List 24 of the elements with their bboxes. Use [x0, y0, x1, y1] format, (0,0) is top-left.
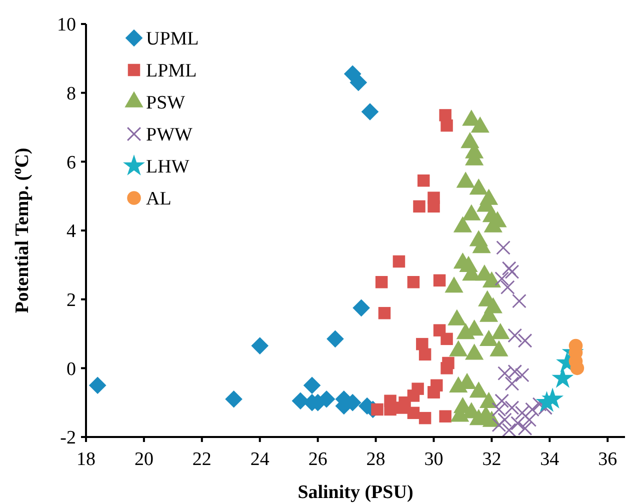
y-tick-label: 6: [66, 152, 76, 174]
legend-label: PWW: [146, 124, 192, 146]
legend-label: LHW: [146, 156, 190, 178]
x-tick-label: 26: [308, 449, 328, 470]
y-tick-label: 2: [66, 290, 76, 311]
x-axis-title: Salinity (PSU): [298, 482, 414, 503]
x-tick-label: 20: [134, 449, 154, 470]
legend-label: UPML: [146, 28, 199, 50]
y-tick-label: -2: [60, 428, 76, 449]
x-tick-label: 36: [598, 449, 618, 470]
x-tick-label: 32: [482, 449, 502, 470]
legend-label: AL: [146, 188, 172, 210]
x-tick-label: 30: [424, 449, 444, 470]
x-tick-label: 22: [192, 449, 212, 470]
y-tick-label: 8: [66, 83, 76, 104]
x-tick-label: 34: [540, 449, 560, 470]
y-tick-label: 0: [66, 358, 76, 380]
x-tick-label: 18: [76, 449, 96, 470]
y-tick-label: 10: [57, 14, 76, 36]
legend-label: LPML: [146, 60, 197, 82]
legend-label: PSW: [146, 92, 186, 114]
x-tick-label: 28: [366, 449, 386, 470]
y-tick-label: 4: [66, 221, 76, 242]
x-tick-label: 24: [250, 449, 270, 470]
